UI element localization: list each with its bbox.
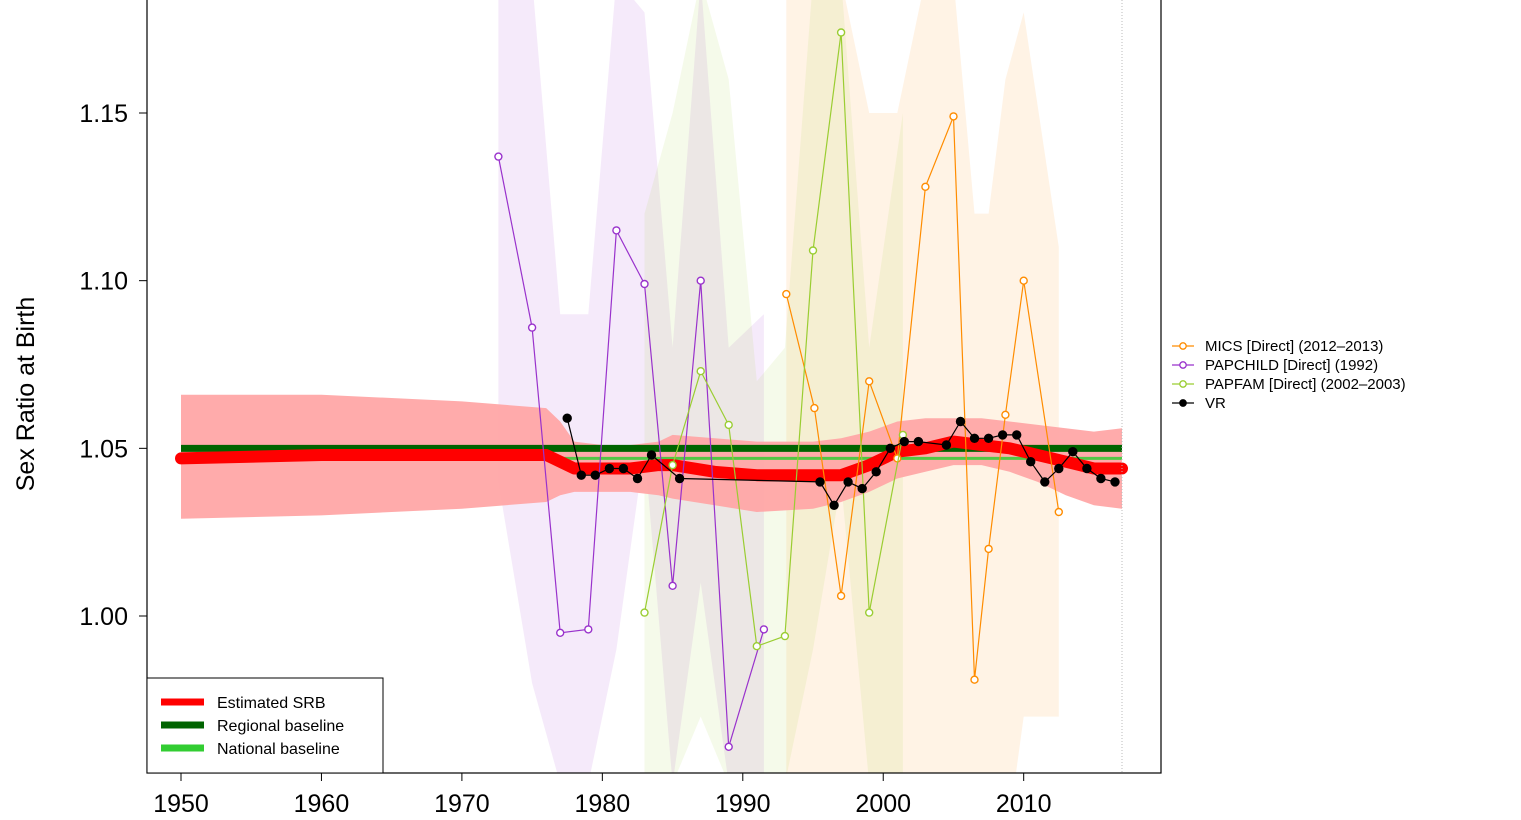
data-point [562,413,572,423]
data-point [871,467,881,477]
x-tick-label: 1970 [434,790,490,818]
data-point [724,420,733,430]
data-point [949,112,958,121]
data-point [836,591,846,601]
data-point [1082,463,1092,474]
data-point [668,460,677,470]
y-axis-label: Sex Ratio at Birth [12,297,40,492]
y-tick-label: 1.15 [79,100,128,128]
data-point [782,289,791,299]
data-point [1068,447,1078,457]
data-point [724,742,733,751]
data-point [857,483,867,494]
data-point [696,276,705,285]
data-point [604,463,615,474]
data-point [1054,507,1064,517]
data-point [1019,276,1028,285]
data-point [1096,473,1106,484]
data-point [576,470,586,480]
data-point [829,500,839,510]
legend-marker [1179,361,1187,369]
data-point [668,581,677,590]
data-point [527,323,537,332]
legend-label: Estimated SRB [217,695,325,712]
data-point [941,440,952,450]
data-point [590,470,600,480]
data-point [893,454,902,463]
data-point [984,544,993,554]
x-tick-label: 2000 [855,790,911,818]
legend-sources: MICS [Direct] (2012–2013) PAPCHILD [Direc… [1172,338,1406,412]
data-point [1001,410,1010,419]
y-tick-label: 1.05 [79,435,128,463]
y-tick-label: 1.10 [79,268,128,296]
series-line-2 [643,32,904,648]
data-point [1012,430,1022,440]
data-point [843,477,853,487]
data-point [556,628,565,637]
data-point [913,436,924,447]
data-point [696,367,705,376]
data-point [752,642,761,651]
data-point [780,631,790,641]
x-tick-label: 2010 [996,790,1052,818]
legend-label: National baseline [217,741,340,758]
data-point [1054,463,1064,474]
legend-marker [1179,342,1187,350]
data-point [865,377,874,386]
data-point [921,182,930,192]
data-point [640,279,649,289]
data-point [810,403,819,413]
data-point [836,28,846,37]
data-point [640,608,649,617]
series-line-1 [497,156,765,747]
x-tick-label: 1950 [153,790,209,818]
data-point [969,433,980,443]
legend-label: MICS [Direct] (2012–2013) [1205,338,1383,355]
data-point [759,625,769,634]
x-tick-label: 1960 [294,790,350,818]
uncertainty-bands [498,0,1059,773]
data-point [899,436,909,447]
data-point [815,477,825,487]
data-point [632,473,643,484]
data-point [808,246,818,255]
legend-marker [1179,380,1187,388]
x-tick-label: 1980 [575,790,631,818]
series-line-0 [785,116,1060,680]
data-point [997,430,1008,440]
data-point [1040,477,1050,487]
legend-label: Regional baseline [217,718,344,735]
data-point [1025,457,1036,467]
legend-label: VR [1205,395,1226,412]
estimate-line [175,435,1128,482]
legend-estimates: Estimated SRB Regional baseline National b… [146,677,384,774]
x-axis: 1950 1960 1970 1980 1990 2000 2010 [153,772,1052,818]
data-point [970,675,979,684]
y-tick-label: 1.00 [79,603,128,631]
data-point [494,152,503,161]
data-point [1110,477,1120,487]
data-point [646,450,657,460]
band-0 [786,0,1059,773]
data-point [885,443,895,453]
band-2 [644,0,903,773]
series-lines [494,28,1120,751]
data-point [865,608,874,617]
data-point [612,226,621,235]
data-point [674,473,685,484]
legend-label: PAPFAM [Direct] (2002–2003) [1205,376,1406,393]
data-point [955,416,966,427]
data-point [618,463,629,474]
y-axis: 1.00 1.05 1.10 1.15 [79,100,147,631]
legend-marker [1179,399,1187,407]
x-tick-label: 1990 [715,790,771,818]
data-point [584,625,593,634]
estimated-srb-line [175,435,1128,482]
data-point [983,433,994,443]
band-1 [498,0,764,773]
legend-label: PAPCHILD [Direct] (1992) [1205,357,1378,374]
